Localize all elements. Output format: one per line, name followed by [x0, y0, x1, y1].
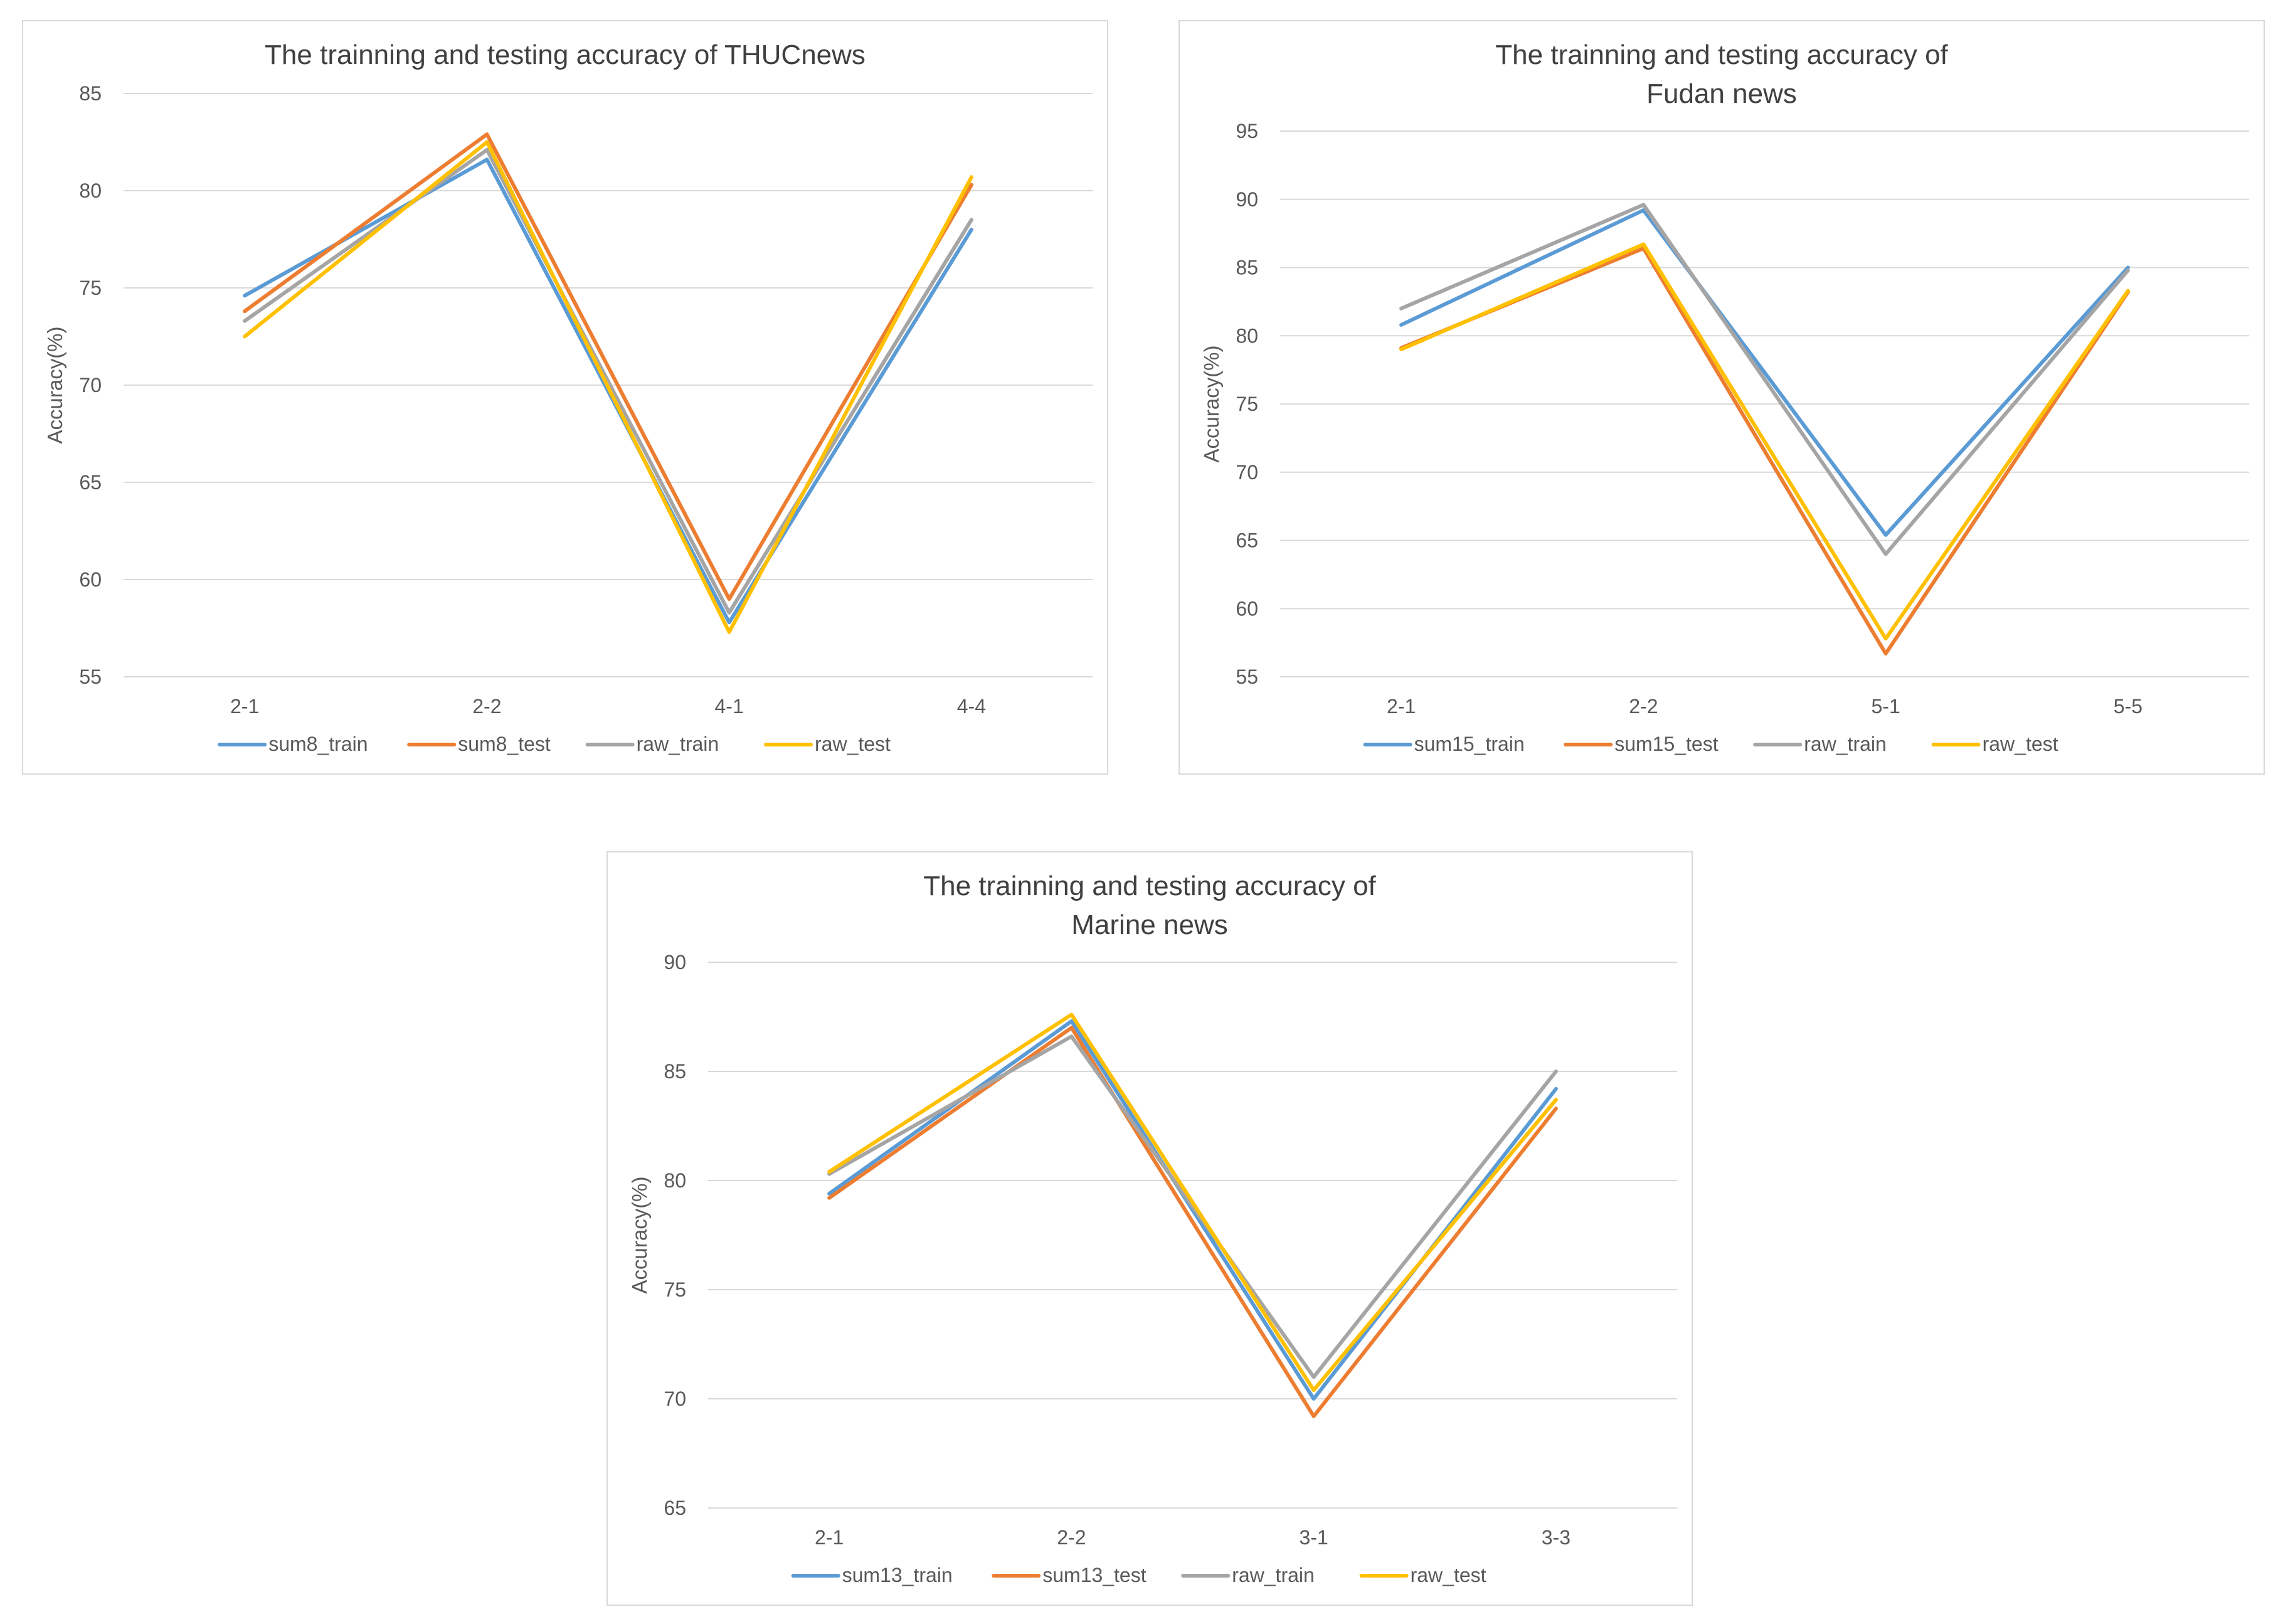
y-tick-label: 80 [79, 179, 102, 202]
y-tick-label: 60 [1236, 597, 1258, 620]
chart-title: The trainning and testing accuracy of TH… [265, 40, 866, 70]
y-axis-label: Accuracy(%) [1200, 345, 1223, 462]
y-tick-label: 55 [79, 666, 102, 688]
y-tick-label: 65 [1236, 529, 1258, 552]
legend-label: sum13_train [842, 1564, 953, 1586]
y-axis-label: Accuracy(%) [43, 326, 66, 443]
series-line-sum13-test [827, 1026, 1558, 1418]
series-line-raw-train [243, 147, 973, 615]
x-tick-label: 3-3 [1542, 1526, 1571, 1549]
y-tick-label: 65 [664, 1497, 686, 1519]
y-tick-label: 90 [664, 951, 686, 974]
legend-label: sum13_test [1042, 1564, 1147, 1586]
chart-fudan-news: The trainning and testing accuracy of Fud… [1179, 20, 2265, 775]
x-tick-label: 2-1 [815, 1526, 844, 1549]
series-line-sum8-test [243, 132, 973, 601]
legend-label: raw_test [815, 733, 891, 755]
chart-title: The trainning and testing accuracy of [1495, 40, 1948, 70]
y-axis-label: Accuracy(%) [628, 1176, 651, 1293]
y-tick-label: 70 [79, 374, 102, 396]
chart-svg: The trainning and testing accuracy of Mar… [628, 871, 1677, 1586]
legend-label: raw_test [1983, 733, 2058, 755]
legend-label: raw_train [1232, 1564, 1315, 1586]
series-line-sum15-test [1399, 247, 2130, 655]
legend: sum15_train sum15_test raw_train raw_test [1363, 733, 2058, 755]
x-tick-label: 5-5 [2114, 695, 2143, 718]
x-tick-label: 3-1 [1300, 1526, 1328, 1549]
legend-label: raw_train [637, 733, 719, 755]
x-tick-label: 2-2 [1629, 695, 1658, 718]
legend-label: raw_test [1411, 1564, 1486, 1586]
chart-title: The trainning and testing accuracy of [923, 871, 1376, 901]
series-line-raw-train [827, 1034, 1558, 1379]
series-line-raw-test [827, 1012, 1558, 1393]
chart-svg: The trainning and testing accuracy of Fud… [1200, 40, 2249, 755]
x-tick-label: 2-2 [1057, 1526, 1086, 1549]
x-tick-label: 5-1 [1872, 695, 1900, 718]
legend: sum8_train sum8_test raw_train raw_test [218, 733, 891, 755]
y-tick-label: 80 [1236, 324, 1258, 347]
chart-title: Fudan news [1646, 78, 1797, 109]
x-tick-label: 2-1 [1387, 695, 1416, 718]
chart-svg: The trainning and testing accuracy of TH… [43, 40, 1093, 755]
legend: sum13_train sum13_test raw_train raw_test [791, 1564, 1486, 1586]
y-tick-label: 55 [1236, 666, 1258, 688]
series-line-raw-test [243, 140, 973, 634]
x-tick-label: 2-2 [472, 695, 501, 718]
y-tick-label: 60 [79, 568, 102, 591]
y-tick-label: 95 [1236, 120, 1258, 142]
chart-marine-news: The trainning and testing accuracy of Mar… [607, 851, 1693, 1606]
y-tick-label: 80 [664, 1169, 686, 1192]
y-tick-label: 70 [1236, 461, 1258, 484]
y-tick-label: 85 [1236, 257, 1258, 279]
y-tick-label: 75 [664, 1278, 686, 1301]
x-tick-label: 4-4 [957, 695, 986, 718]
y-tick-label: 85 [664, 1060, 686, 1083]
series-line-sum15-train [1399, 208, 2130, 537]
chart-thucnews: The trainning and testing accuracy of TH… [22, 20, 1108, 775]
y-tick-label: 75 [1236, 393, 1258, 415]
y-tick-label: 75 [79, 277, 102, 299]
legend-label: sum8_train [268, 733, 368, 755]
chart-title: Marine news [1071, 910, 1227, 940]
y-tick-label: 90 [1236, 188, 1258, 211]
y-tick-label: 70 [664, 1388, 686, 1410]
legend-label: sum15_train [1414, 733, 1525, 755]
series-line-raw-test [1399, 242, 2130, 641]
x-tick-label: 2-1 [230, 695, 259, 718]
y-tick-label: 85 [79, 82, 102, 105]
y-tick-label: 65 [79, 471, 102, 494]
x-tick-label: 4-1 [715, 695, 744, 718]
legend-label: sum15_test [1614, 733, 1719, 755]
legend-label: raw_train [1804, 733, 1887, 755]
series-line-raw-train [1399, 203, 2130, 556]
legend-label: sum8_test [458, 733, 551, 755]
